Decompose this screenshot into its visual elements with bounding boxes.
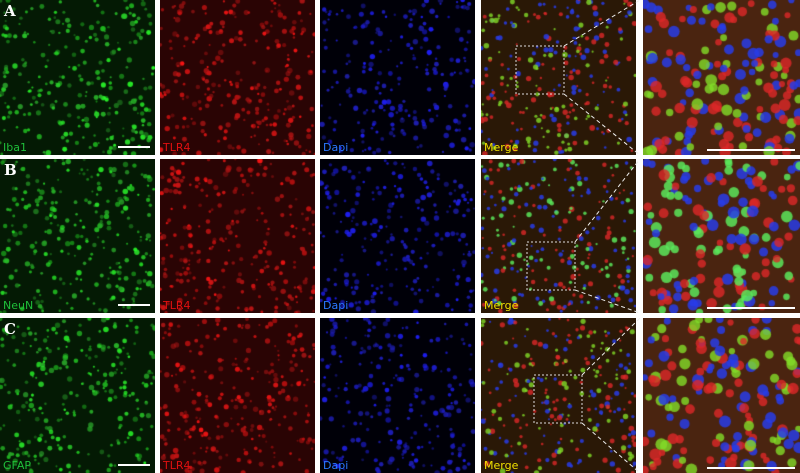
panel-a-zoom	[643, 0, 800, 155]
panel-c-zoom	[643, 318, 800, 473]
channel-label: Iba1	[3, 141, 27, 154]
panel-letter: C	[4, 320, 16, 338]
panel-b-blue: Dapi	[320, 159, 475, 313]
scale-bar	[707, 149, 795, 151]
panel-a-merge: Merge	[481, 0, 636, 155]
panel-a-blue: Dapi	[320, 0, 475, 155]
panel-c-green: GFAP C	[0, 318, 155, 473]
micrograph-image	[160, 318, 315, 473]
scale-bar	[707, 467, 795, 469]
channel-label: GFAP	[3, 459, 31, 472]
channel-label: NeuN	[3, 299, 34, 312]
micrograph-image	[160, 0, 315, 155]
channel-label: Dapi	[323, 299, 349, 312]
scale-bar	[118, 146, 150, 148]
micrograph-image	[481, 159, 636, 313]
panel-a-green: Iba1 A	[0, 0, 155, 155]
channel-label: Merge	[484, 299, 519, 312]
micrograph-image	[320, 0, 475, 155]
panel-b-red: TLR4	[160, 159, 315, 313]
panel-b-zoom	[643, 159, 800, 313]
channel-label: TLR4	[163, 459, 191, 472]
channel-label: Dapi	[323, 141, 349, 154]
micrograph-image	[0, 159, 155, 313]
panel-b-green: NeuN B	[0, 159, 155, 313]
scale-bar	[707, 307, 795, 309]
micrograph-image	[0, 0, 155, 155]
panel-letter: B	[4, 161, 17, 179]
micrograph-image	[320, 159, 475, 313]
channel-label: Merge	[484, 459, 519, 472]
micrograph-image	[481, 318, 636, 473]
micrograph-image	[643, 318, 800, 473]
channel-label: TLR4	[163, 141, 191, 154]
micrograph-image	[643, 0, 800, 155]
micrograph-image	[0, 318, 155, 473]
channel-label: TLR4	[163, 299, 191, 312]
micrograph-image	[320, 318, 475, 473]
channel-label: Dapi	[323, 459, 349, 472]
micrograph-image	[643, 159, 800, 313]
panel-b-merge: Merge	[481, 159, 636, 313]
panel-letter: A	[4, 2, 16, 20]
micrograph-image	[481, 0, 636, 155]
scale-bar	[118, 464, 150, 466]
panel-a-red: TLR4	[160, 0, 315, 155]
panel-c-merge: Merge	[481, 318, 636, 473]
panel-c-red: TLR4	[160, 318, 315, 473]
micrograph-image	[160, 159, 315, 313]
scale-bar	[118, 304, 150, 306]
panel-c-blue: Dapi	[320, 318, 475, 473]
channel-label: Merge	[484, 141, 519, 154]
